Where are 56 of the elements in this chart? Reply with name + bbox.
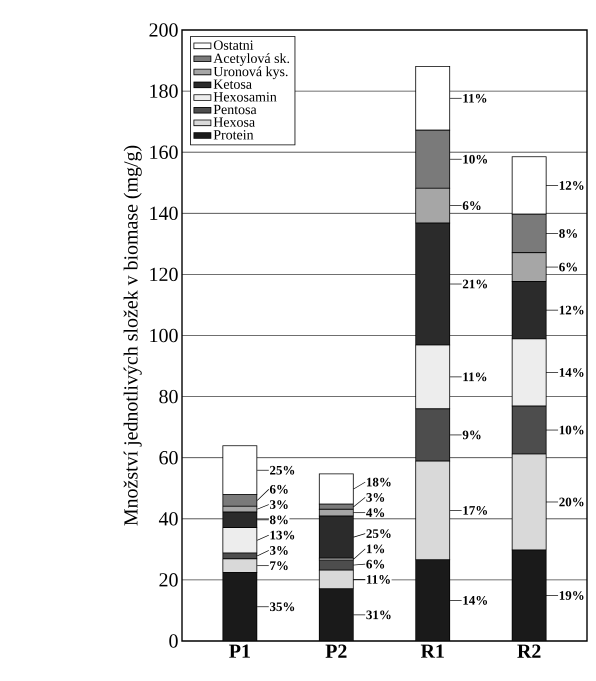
annotation: 3% (366, 493, 384, 502)
annotation: 11% (463, 94, 486, 103)
annotation: 17% (463, 506, 488, 515)
annotation: 35% (270, 602, 294, 612)
y-axis-title: Množství jednotlivých složek v biomase (mg/g) (124, 146, 142, 526)
annotation: 6% (559, 262, 577, 272)
annotation: 3% (270, 500, 288, 509)
annotation: 8% (270, 515, 288, 524)
annotation: 31% (366, 610, 391, 620)
annotation: 19% (560, 591, 584, 600)
legend-label: Hexosa (214, 118, 255, 127)
x-tick-label: R2 (517, 644, 540, 658)
annotation: 10% (463, 154, 488, 164)
annotation: 14% (560, 368, 584, 377)
annotation: 13% (270, 530, 294, 540)
annotation: 25% (366, 529, 391, 538)
annotation: 3% (270, 546, 288, 555)
y-tick-label: 180 (150, 84, 178, 98)
y-tick-label: 40 (158, 512, 178, 526)
x-tick-label: P1 (229, 644, 250, 658)
y-tick-label: 200 (149, 23, 178, 37)
y-tick-label: 160 (150, 145, 178, 159)
y-tick-label: 120 (150, 268, 178, 282)
annotation: 6% (462, 201, 481, 210)
legend-label: Uronová kys. (214, 66, 288, 80)
x-tick-label: R1 (420, 644, 444, 658)
x-tick-label: P2 (326, 644, 346, 658)
y-tick-label: 80 (159, 390, 178, 404)
annotation: 8% (559, 229, 577, 238)
annotation: 6% (270, 484, 288, 494)
legend-label: Acetylová sk. (213, 53, 290, 66)
annotation: 20% (559, 498, 584, 506)
annotation: 12% (560, 306, 584, 315)
legend-label: Hexosamin (214, 92, 277, 102)
annotation: 10% (560, 426, 584, 434)
annotation: 11% (366, 575, 390, 584)
y-tick-label: 100 (150, 328, 178, 342)
annotation: 1% (366, 544, 384, 554)
annotation: 18% (366, 478, 391, 487)
legend-label: Ostatni (214, 40, 254, 50)
annotation: 9% (462, 430, 481, 440)
annotation: 14% (463, 596, 488, 605)
y-tick-label: 140 (150, 206, 178, 220)
legend-label: Ketosa (214, 80, 252, 89)
y-tick-label: 60 (159, 450, 178, 464)
y-tick-label: 0 (169, 634, 178, 648)
annotation: 21% (462, 280, 488, 288)
legend-label: Protein (214, 130, 254, 140)
legend-label: Pentosa (214, 104, 256, 114)
annotation: 7% (270, 561, 288, 570)
annotation: 25% (270, 466, 294, 475)
annotation: 12% (560, 181, 584, 190)
y-tick-label: 20 (159, 573, 178, 587)
annotation: 4% (366, 508, 384, 518)
annotation: 6% (366, 560, 384, 569)
annotation: 11% (463, 372, 486, 382)
